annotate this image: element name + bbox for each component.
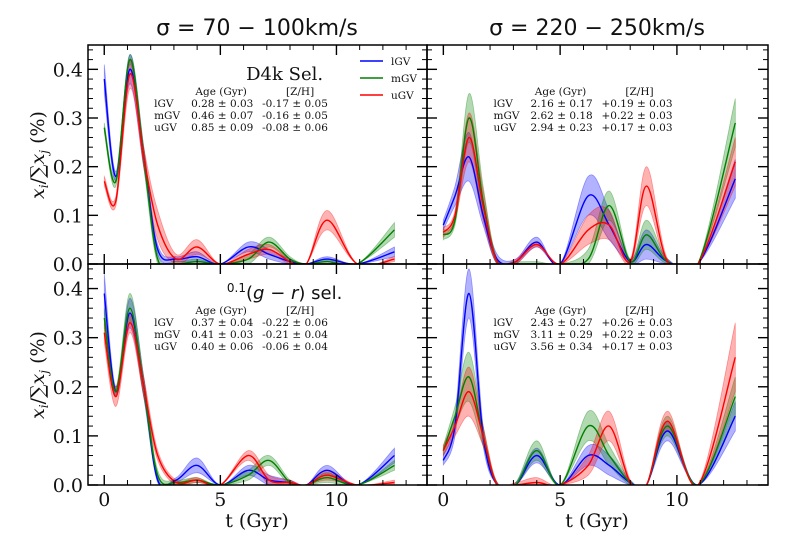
table-row-label: lGV — [493, 317, 513, 329]
table-row-label: lGV — [493, 98, 513, 110]
x-tick-label: 10 — [665, 489, 689, 511]
plot-area — [442, 268, 736, 485]
table-cell: 0.37 ± 0.04 — [191, 317, 254, 329]
error-band-lGV — [442, 132, 736, 264]
x-tick-label: 10 — [324, 489, 348, 511]
selection-label: 0.1(g − r) sel. — [227, 281, 342, 304]
error-band-mGV — [103, 293, 395, 485]
table-cell: 2.62 ± 0.18 — [530, 110, 592, 122]
table-cell: 3.56 ± 0.34 — [530, 341, 593, 353]
series-line-lGV — [442, 292, 736, 485]
table-row-label: uGV — [493, 122, 516, 134]
axes-frame — [426, 263, 769, 486]
table-cell: -0.17 ± 0.05 — [262, 98, 328, 110]
plot-area — [442, 93, 736, 264]
error-band-mGV — [442, 93, 736, 264]
error-band-uGV — [103, 58, 395, 264]
table-cell: +0.22 ± 0.03 — [601, 110, 672, 122]
table-header-zh: [Z/H] — [286, 86, 314, 98]
xlabel-right: t (Gyr) — [565, 510, 629, 532]
table-cell: 0.46 ± 0.07 — [191, 110, 253, 122]
x-tick-label: 0 — [98, 489, 110, 511]
table-cell: -0.16 ± 0.05 — [262, 110, 328, 122]
table-cell: 2.94 ± 0.23 — [530, 122, 592, 134]
table-cell: +0.17 ± 0.03 — [601, 341, 672, 353]
table-header-zh: [Z/H] — [286, 305, 314, 317]
table-row-label: uGV — [493, 341, 516, 353]
table-cell: 2.43 ± 0.27 — [530, 317, 592, 329]
table-cell: -0.08 ± 0.06 — [262, 122, 328, 134]
series-line-mGV — [103, 58, 395, 264]
panel-0-0: 0.0 0.1 0.2 0.3 0.4 D4k Sel.Age (Gyr) [Z/H] lGV… — [53, 44, 428, 276]
panel-0-1: Age (Gyr) [Z/H] lGV 2.16 ± 0.17 +0.19 ± 0.03… — [426, 44, 769, 265]
y-tick-label: 0.4 — [53, 59, 83, 81]
y-tick-label: 0.0 — [53, 254, 83, 276]
series-line-mGV — [442, 376, 736, 485]
table-header-zh: [Z/H] — [625, 86, 653, 98]
column-title-left: σ = 70 − 100km/s — [156, 16, 358, 41]
table-row-label: lGV — [154, 317, 174, 329]
series-line-lGV — [103, 293, 395, 485]
table-cell: 0.85 ± 0.09 — [191, 122, 253, 134]
table-row-label: mGV — [154, 110, 180, 122]
table-header-age: Age (Gyr) — [194, 305, 246, 317]
legend: lGV mGV uGV — [360, 56, 417, 102]
table-row-label: mGV — [493, 329, 519, 341]
table-header-age: Age (Gyr) — [534, 305, 586, 317]
plot-area — [103, 273, 395, 485]
panel-1-0: 0.0 0.1 0.2 0.3 0.4 0 5 10 0.1(g − r) sel.Age (G… — [53, 263, 428, 511]
table-cell: -0.06 ± 0.04 — [262, 341, 328, 353]
table-cell: 0.41 ± 0.03 — [191, 329, 253, 341]
table-header-age: Age (Gyr) — [194, 86, 246, 98]
y-tick-label: 0.3 — [53, 328, 83, 350]
series-line-lGV — [103, 68, 395, 264]
plot-area — [103, 54, 395, 264]
y-tick-label: 0.1 — [53, 205, 83, 227]
table-row-label: uGV — [154, 122, 177, 134]
x-tick-label: 5 — [214, 489, 226, 511]
table-cell: -0.21 ± 0.04 — [262, 329, 328, 341]
series-line-uGV — [442, 136, 736, 264]
table-cell: -0.22 ± 0.06 — [262, 317, 328, 329]
table-row-label: lGV — [154, 98, 174, 110]
ylabel-bottom: xi/∑xj (%) — [27, 331, 51, 419]
table-cell: +0.22 ± 0.03 — [601, 329, 672, 341]
series-line-uGV — [442, 357, 736, 485]
table-row-label: mGV — [154, 329, 180, 341]
legend-label-mGV: mGV — [391, 73, 417, 85]
selection-label: D4k Sel. — [246, 64, 323, 85]
table-header-age: Age (Gyr) — [534, 86, 586, 98]
table-header-zh: [Z/H] — [625, 305, 653, 317]
y-tick-label: 0.3 — [53, 108, 83, 130]
table-cell: 3.11 ± 0.29 — [530, 329, 592, 341]
table-cell: +0.17 ± 0.03 — [601, 122, 672, 134]
y-tick-label: 0.2 — [53, 157, 83, 179]
panel-1-1: 0 5 10 Age (Gyr) [Z/H] lGV 2.43 ± 0.27 +0.26 ± … — [426, 263, 769, 511]
table-cell: +0.19 ± 0.03 — [601, 98, 672, 110]
error-band-lGV — [103, 54, 395, 264]
series-line-uGV — [103, 322, 395, 485]
x-tick-label: 5 — [554, 489, 566, 511]
x-tick-label: 0 — [437, 489, 449, 511]
ylabel-top: xi/∑xj (%) — [27, 111, 51, 199]
table-cell: 0.40 ± 0.06 — [191, 341, 254, 353]
series-line-uGV — [103, 73, 395, 264]
table-cell: 0.28 ± 0.03 — [191, 98, 253, 110]
error-band-lGV — [103, 273, 395, 485]
legend-label-uGV: uGV — [391, 90, 414, 102]
y-tick-label: 0.0 — [53, 475, 83, 497]
error-band-mGV — [103, 54, 395, 264]
legend-label-lGV: lGV — [391, 56, 411, 68]
table-cell: 2.16 ± 0.17 — [530, 98, 592, 110]
y-tick-label: 0.2 — [53, 377, 83, 399]
y-tick-label: 0.1 — [53, 426, 83, 448]
column-title-right: σ = 220 − 250km/s — [489, 16, 705, 41]
table-row-label: mGV — [493, 110, 519, 122]
xlabel-left: t (Gyr) — [225, 510, 289, 532]
y-tick-label: 0.4 — [53, 279, 83, 301]
table-cell: +0.26 ± 0.03 — [601, 317, 672, 329]
table-row-label: uGV — [154, 341, 177, 353]
